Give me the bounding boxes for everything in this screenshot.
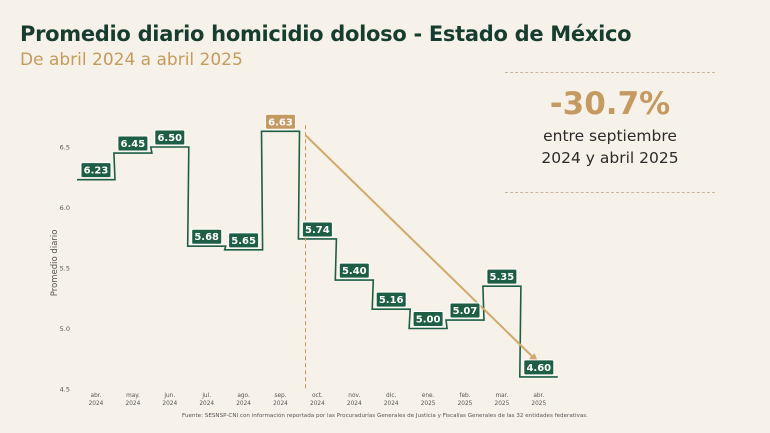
data-label: 6.50	[157, 133, 182, 144]
data-label-box	[412, 311, 444, 327]
x-tick-month: sep.	[274, 393, 286, 399]
x-tick-year: 2024	[384, 401, 399, 407]
data-label-box	[191, 228, 223, 245]
data-label: 6.23	[84, 166, 109, 177]
x-tick-year: 2024	[273, 401, 288, 407]
x-tick-month: may.	[126, 393, 140, 399]
data-label: 6.63	[268, 117, 293, 128]
x-tick-month: jul.	[201, 393, 211, 399]
change-description-line-2: 2024 y abril 2025	[541, 149, 679, 167]
data-label: 5.07	[453, 306, 478, 317]
data-label: 5.68	[194, 232, 219, 243]
data-label-box	[486, 268, 518, 285]
x-tick-year: 2024	[236, 401, 251, 407]
data-label: 6.45	[121, 139, 146, 150]
data-label: 5.40	[342, 266, 367, 277]
page-title: Promedio diario homicidio doloso - Estad…	[20, 22, 632, 46]
x-tick-month: ago.	[237, 393, 250, 399]
x-tick-month: abr.	[533, 393, 544, 399]
data-label: 5.00	[416, 315, 441, 326]
x-tick-month: nov.	[348, 393, 360, 399]
x-tick-year: 2024	[199, 401, 214, 407]
data-label-box	[523, 359, 555, 376]
data-label-box	[228, 232, 260, 249]
data-label: 5.65	[231, 236, 256, 247]
page-subtitle: De abril 2024 a abril 2025	[20, 50, 243, 70]
change-description: entre septiembre 2024 y abril 2025	[505, 125, 715, 169]
data-label-box	[117, 135, 149, 152]
x-tick-year: 2024	[347, 401, 362, 407]
source-note: Fuente: SESNSP-CNI con información repor…	[182, 413, 588, 419]
change-percent: -30.7%	[549, 86, 671, 122]
y-tick-label: 6.0	[60, 204, 70, 212]
data-label: 5.74	[305, 225, 330, 236]
x-tick-year: 2024	[310, 401, 325, 407]
y-tick-label: 5.5	[60, 265, 70, 273]
x-tick-month: mar.	[495, 393, 508, 399]
x-tick-year: 2024	[162, 401, 177, 407]
data-label-box	[154, 129, 186, 146]
x-tick-month: jun.	[163, 393, 175, 399]
data-label-box	[375, 291, 407, 308]
x-tick-month: dic.	[386, 393, 396, 399]
data-label-box	[338, 262, 370, 279]
x-tick-month: feb.	[459, 393, 470, 399]
data-label-box	[301, 221, 333, 238]
data-label-box	[265, 113, 296, 130]
x-tick-year: 2024	[126, 401, 141, 407]
x-tick-year: 2024	[89, 401, 104, 407]
x-tick-year: 2025	[531, 401, 546, 407]
series-step-line	[77, 130, 558, 378]
change-description-line-1: entre septiembre	[543, 127, 677, 145]
y-tick-label: 4.5	[60, 386, 70, 394]
data-label-box	[449, 302, 481, 319]
callout-top-divider	[505, 72, 715, 73]
x-tick-year: 2025	[495, 401, 510, 407]
x-tick-month: oct.	[312, 393, 323, 399]
x-tick-year: 2025	[458, 401, 473, 407]
data-label: 5.16	[379, 295, 404, 306]
x-tick-year: 2025	[421, 401, 436, 407]
x-tick-month: abr.	[91, 393, 102, 399]
y-axis-label: Promedio diario	[50, 230, 60, 297]
trend-arrow	[304, 134, 539, 363]
callout-bottom-divider	[505, 192, 715, 193]
data-label-box	[80, 162, 112, 179]
data-label: 5.35	[490, 272, 515, 283]
y-tick-label: 5.0	[60, 325, 70, 333]
data-label: 4.60	[526, 363, 551, 374]
x-tick-month: ene.	[422, 393, 435, 399]
y-tick-label: 6.5	[60, 144, 70, 152]
